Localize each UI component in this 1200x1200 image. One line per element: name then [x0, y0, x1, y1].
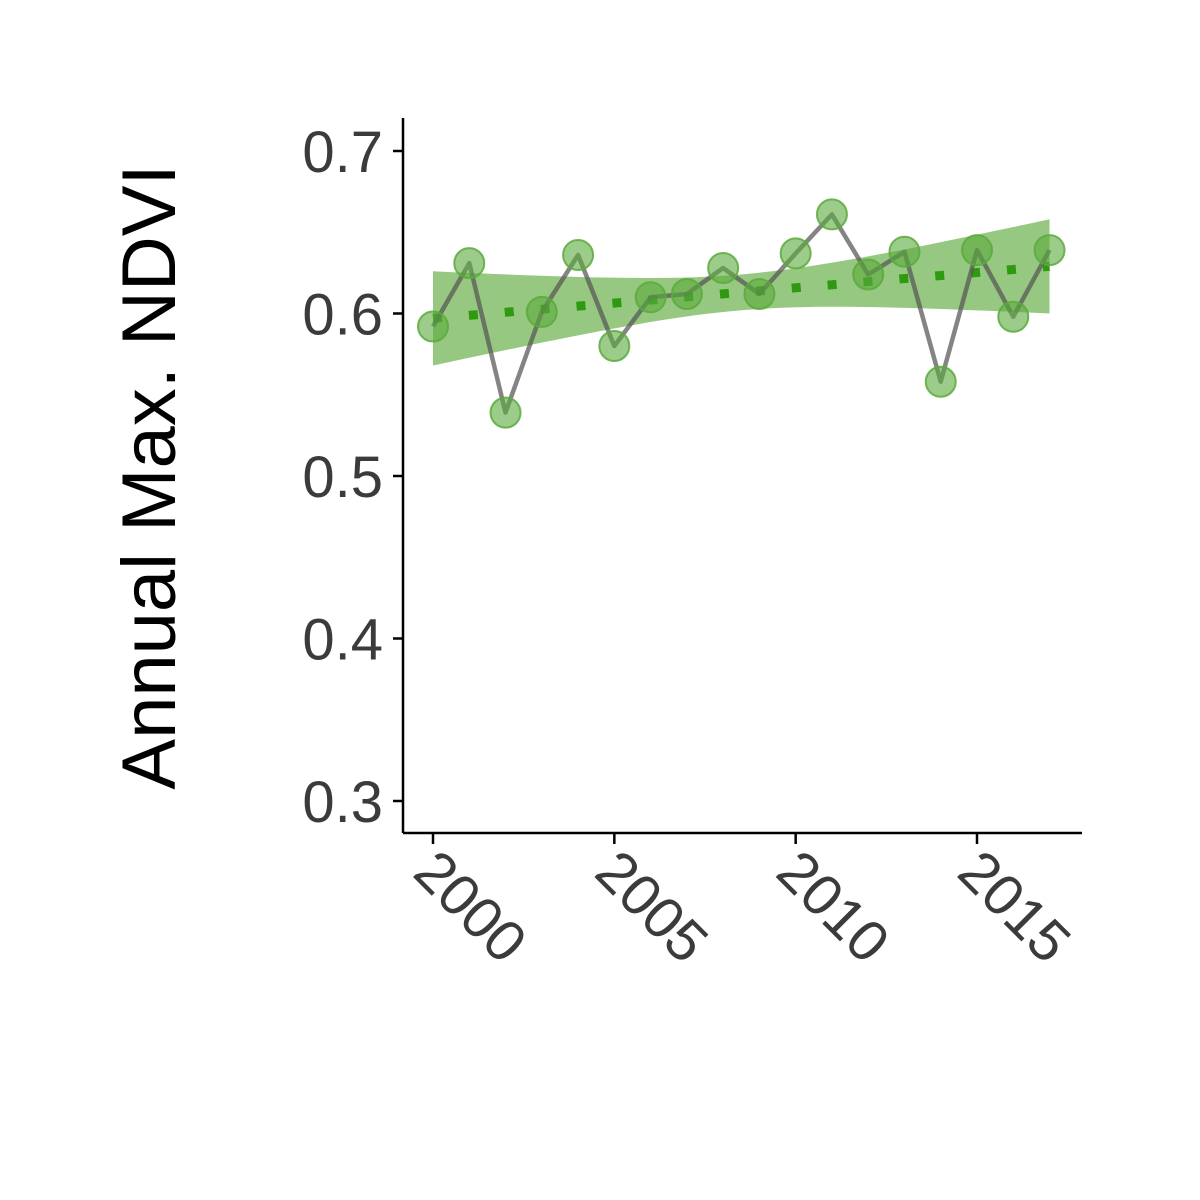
y-tick-label: 0.5 — [302, 445, 383, 510]
x-tick-label: 2015 — [946, 838, 1083, 975]
data-point — [815, 198, 848, 231]
data-point — [997, 300, 1030, 333]
x-tick-label: 2000 — [402, 838, 539, 975]
data-point — [598, 330, 631, 362]
data-point — [562, 239, 595, 271]
data-point — [743, 278, 776, 310]
data-point — [453, 247, 486, 280]
series-line-layer — [431, 212, 1052, 415]
data-point — [779, 237, 812, 270]
data-point — [489, 396, 522, 429]
y-tick-label: 0.4 — [302, 608, 383, 673]
data-point — [1033, 234, 1066, 267]
x-tick-label: 2010 — [764, 838, 901, 975]
data-point — [852, 258, 885, 291]
data-point — [417, 310, 449, 343]
y-axis-title: Annual Max. NDVI — [107, 164, 192, 789]
y-tick-label: 0.6 — [302, 283, 383, 348]
series-line — [431, 212, 1052, 415]
data-point — [707, 252, 740, 284]
confidence-band — [433, 219, 1050, 366]
data-point — [924, 365, 957, 398]
y-tick-label: 0.3 — [302, 770, 383, 835]
data-point — [961, 234, 993, 267]
data-point — [888, 235, 921, 268]
data-points-layer — [417, 198, 1066, 429]
data-point — [670, 278, 703, 310]
data-point — [634, 281, 667, 314]
x-tick-label: 2005 — [583, 838, 720, 975]
y-tick-label: 0.7 — [302, 120, 383, 185]
data-point — [525, 295, 558, 328]
confidence-band-layer — [433, 219, 1050, 366]
